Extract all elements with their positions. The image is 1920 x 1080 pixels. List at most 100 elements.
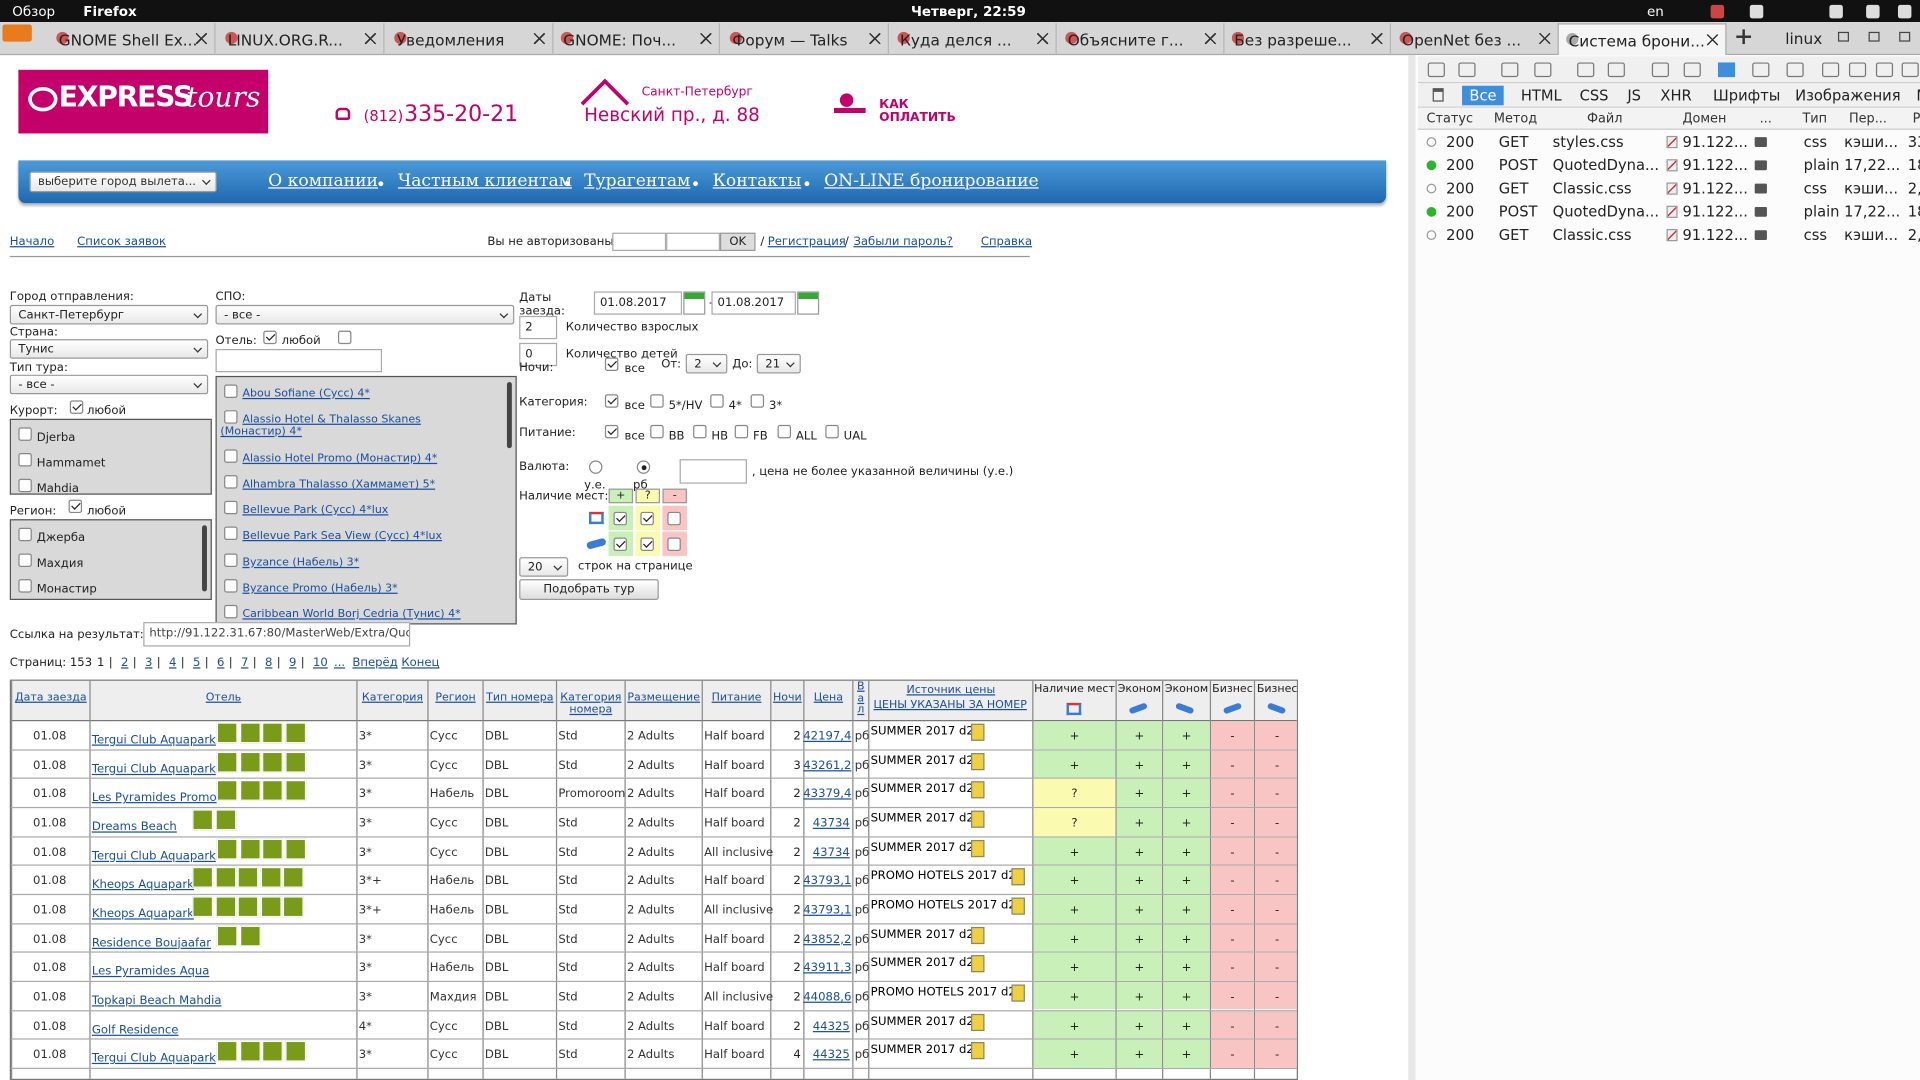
- price-icon[interactable]: [971, 926, 985, 944]
- tab-close[interactable]: [700, 33, 712, 45]
- checkbox[interactable]: [750, 394, 765, 408]
- hotel-name[interactable]: Tergui Club Aquapark: [91, 762, 216, 776]
- checkbox[interactable]: [613, 511, 627, 526]
- tab-close[interactable]: [869, 33, 881, 45]
- checkbox[interactable]: [18, 427, 32, 441]
- price-link[interactable]: 42197,4: [803, 729, 852, 744]
- date-input[interactable]: 01.08.2017: [711, 291, 796, 315]
- window-button[interactable]: [1868, 31, 1880, 42]
- list-item[interactable]: Махдия: [36, 557, 84, 571]
- price-note[interactable]: ЦЕНЫ УКАЗАНЫ ЗА НОМЕР: [873, 699, 1027, 712]
- country-select[interactable]: Тунис: [9, 339, 209, 359]
- calendar[interactable]: [683, 291, 706, 315]
- app-menu[interactable]: Firefox: [83, 3, 137, 20]
- checkbox[interactable]: [224, 553, 238, 567]
- checkbox[interactable]: [224, 384, 238, 398]
- nav-link[interactable]: Турагентам: [584, 171, 691, 192]
- forgot-link[interactable]: Забыли пароль?: [853, 235, 953, 249]
- hotel-option[interactable]: Alhambra Thalasso (Хаммамет) 5*: [242, 478, 436, 492]
- devtools-tool[interactable]: [1458, 62, 1476, 78]
- request-row[interactable]: 200 POST QuotedDyna... 91.122... plain 17,22.…: [1418, 154, 1920, 177]
- checkbox[interactable]: [18, 453, 32, 467]
- tab[interactable]: Объясните г...: [1058, 23, 1225, 56]
- column-header[interactable]: Цена: [813, 691, 844, 705]
- list-item[interactable]: Djerba: [36, 431, 76, 445]
- tab[interactable]: Система брони...: [1557, 23, 1727, 56]
- price-link[interactable]: 43793,1: [803, 874, 852, 889]
- nav-link[interactable]: Частным клиентам: [397, 171, 573, 192]
- price-icon[interactable]: [971, 1013, 985, 1031]
- hotel-option[interactable]: Caribbean World Borj Cedria (Тунис) 4*: [242, 608, 461, 621]
- filter-button[interactable]: Все: [1462, 85, 1504, 106]
- spo-select[interactable]: - все -: [215, 304, 515, 325]
- lang[interactable]: en: [1646, 3, 1664, 20]
- tab[interactable]: Куда делся ...: [890, 23, 1057, 56]
- tour-type-select[interactable]: - все -: [9, 374, 209, 395]
- checkbox[interactable]: [224, 449, 238, 463]
- tab-close[interactable]: [364, 33, 376, 45]
- hotel-option[interactable]: Bellevue Park Sea View (Сусс) 4*lux: [242, 530, 443, 543]
- page-link[interactable]: 2: [120, 656, 129, 670]
- hotel-name[interactable]: Dreams Beach: [91, 820, 177, 834]
- checkbox[interactable]: [224, 475, 238, 489]
- nav-link[interactable]: ON-LINE бронирование: [824, 171, 1039, 192]
- radio[interactable]: [588, 460, 603, 474]
- calendar[interactable]: [797, 291, 820, 315]
- checkbox[interactable]: [337, 330, 352, 345]
- column-header[interactable]: Домен: [1682, 111, 1727, 127]
- checkbox[interactable]: [224, 410, 238, 424]
- page-link[interactable]: 10: [312, 656, 328, 670]
- list-item[interactable]: Hammamet: [36, 456, 106, 471]
- devtools-tool[interactable]: [1901, 62, 1919, 78]
- checkbox[interactable]: [18, 527, 32, 542]
- price-link[interactable]: 43911,3: [803, 961, 852, 975]
- hotel-option[interactable]: Alassio Hotel & Thalasso Skanes (Монасти…: [220, 413, 421, 439]
- page-link[interactable]: 3: [144, 656, 153, 670]
- hotel-option[interactable]: Byzance Promo (Набель) 3*: [242, 582, 398, 596]
- filter-button[interactable]: JS: [1627, 86, 1642, 105]
- filter-button[interactable]: CSS: [1579, 86, 1609, 105]
- new-tab[interactable]: [1736, 29, 1752, 45]
- price-icon[interactable]: [971, 723, 985, 741]
- checkbox[interactable]: [667, 537, 681, 552]
- list-item[interactable]: Монастир: [36, 582, 97, 597]
- page-link[interactable]: 9: [288, 656, 297, 670]
- page-link[interactable]: 6: [216, 656, 225, 670]
- checkbox[interactable]: [18, 579, 32, 593]
- checkbox[interactable]: [604, 394, 619, 408]
- price-link[interactable]: 44325: [812, 1019, 850, 1033]
- price-link[interactable]: 43734: [812, 816, 850, 831]
- price-link[interactable]: 43379,4: [803, 787, 852, 802]
- checkbox[interactable]: [224, 579, 238, 593]
- price-link[interactable]: 43793,1: [803, 903, 852, 918]
- orders-link[interactable]: Список заявок: [77, 235, 166, 249]
- hotel-name[interactable]: Les Pyramides Aqua: [91, 965, 210, 979]
- column-header[interactable]: Регион: [435, 691, 476, 705]
- column-header[interactable]: Файл: [1586, 111, 1623, 127]
- filter-button[interactable]: Шрифты: [1713, 86, 1781, 105]
- hotel-name[interactable]: Topkapi Beach Mahdia: [91, 994, 222, 1008]
- filter-button[interactable]: HTML: [1520, 86, 1562, 105]
- adults-input[interactable]: 2: [519, 315, 558, 340]
- price-icon[interactable]: [971, 1042, 985, 1060]
- radio[interactable]: [636, 460, 651, 474]
- nights-from[interactable]: 2: [685, 353, 728, 374]
- pay[interactable]: КАК: [879, 97, 909, 112]
- filter-button[interactable]: М: [1909, 86, 1920, 106]
- rows-select[interactable]: 20: [519, 557, 569, 577]
- price-icon[interactable]: [971, 955, 985, 973]
- price-icon[interactable]: [1011, 984, 1025, 1002]
- password-input[interactable]: [666, 232, 720, 252]
- checkbox[interactable]: [640, 511, 654, 526]
- devtools-tool[interactable]: [1822, 62, 1840, 78]
- devtools-tool[interactable]: [1427, 62, 1445, 78]
- hotel-name[interactable]: Tergui Club Aquapark: [91, 733, 216, 747]
- price-link[interactable]: 43734: [812, 845, 850, 860]
- price-icon[interactable]: [1011, 897, 1025, 915]
- page-link[interactable]: 5: [192, 656, 201, 670]
- date-input[interactable]: 01.08.2017: [593, 291, 683, 315]
- price-link[interactable]: 44088,6: [803, 990, 852, 1004]
- checkbox[interactable]: [68, 499, 83, 514]
- departure-select[interactable]: Санкт-Петербург: [9, 304, 209, 325]
- column-header[interactable]: ...: [1759, 111, 1772, 127]
